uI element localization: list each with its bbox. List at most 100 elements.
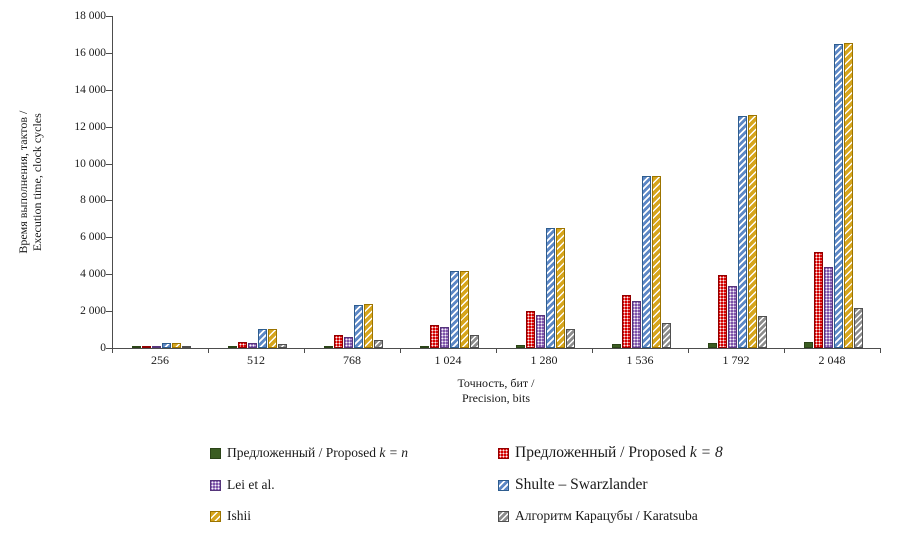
bar-1-3 [429,325,439,348]
bar-2-1 [247,343,257,348]
legend-label-proposed-k-n: Предложенный / Proposed k = n [227,445,408,460]
y-axis-title-line1: Время выполнения, тактов / [15,110,30,254]
y-tick-label: 8 000 [80,194,106,207]
bar-0-0 [131,346,141,348]
legend-label-lei: Lei et al. [227,477,275,492]
bar-3-5 [641,176,651,348]
legend-item-proposed-k-n: Предложенный / Proposed k = n [210,444,498,462]
y-tick-label: 0 [100,342,106,354]
x-tick-label: 1 280 [530,353,558,367]
bar-0-7 [803,342,813,348]
bar-3-3 [449,271,459,348]
bar-5-3 [469,335,479,348]
bar-group [209,16,305,348]
x-tick-label: 768 [343,353,361,367]
bar-4-6 [747,115,757,348]
bar-2-4 [535,315,545,348]
bar-0-5 [611,344,621,348]
bar-2-5 [631,301,641,348]
bar-group [593,16,689,348]
bar-5-2 [373,340,383,348]
bar-0-2 [323,346,333,348]
bar-group [689,16,785,348]
legend-marker-proposed-k-n-icon [210,447,221,459]
legend-marker-karatsuba-icon [498,510,509,522]
bar-4-0 [171,343,181,348]
bar-4-3 [459,271,469,348]
x-tick-label: 512 [247,353,265,367]
legend-label-karatsuba: Алгоритм Карацубы / Karatsuba [515,508,698,523]
bar-3-2 [353,305,363,348]
bar-3-1 [257,329,267,348]
legend: Предложенный / Proposed k = n Предложенн… [210,444,723,524]
bar-1-2 [333,335,343,348]
y-tick-label: 14 000 [74,83,106,96]
bar-group [305,16,401,348]
legend-marker-ishii-icon [210,510,221,522]
bar-group [497,16,593,348]
bar-2-3 [439,327,449,348]
y-tick-label: 6 000 [80,231,106,244]
x-tick-label: 256 [151,353,169,367]
bar-4-1 [267,329,277,348]
bar-5-5 [661,323,671,348]
legend-marker-lei-icon [210,479,221,491]
bar-3-7 [833,44,843,348]
bar-1-4 [525,311,535,348]
bar-5-1 [277,344,287,348]
legend-label-ishii: Ishii [227,508,252,523]
y-tick-label: 2 000 [80,305,106,318]
bar-4-2 [363,304,373,348]
bar-3-6 [737,116,747,348]
bar-4-4 [555,228,565,348]
x-tick-label: 1 792 [722,353,750,367]
bar-5-7 [853,308,863,348]
y-tick-label: 16 000 [74,46,106,59]
x-axis-labels: 256 512 768 1 024 1 280 1 536 1 792 2 048 [112,353,880,368]
bar-0-1 [227,346,237,348]
y-tick-label: 10 000 [74,157,106,170]
x-tick-label: 1 536 [626,353,654,367]
bar-4-5 [651,176,661,348]
bar-2-6 [727,286,737,348]
bar-3-0 [161,343,171,348]
bar-group [113,16,209,348]
x-tick-mark [880,349,881,353]
y-axis-title-line2: Execution time, clock cycles [30,113,44,252]
bar-1-6 [717,275,727,348]
bar-1-5 [621,295,631,348]
bar-2-0 [151,346,161,348]
bar-1-7 [813,252,823,348]
y-tick-label: 12 000 [74,120,106,133]
bar-5-0 [181,346,191,348]
bar-1-1 [237,342,247,348]
plot-area [112,16,881,349]
bar-3-4 [545,228,555,348]
y-axis-title: Время выполнения, тактов / Execution tim… [16,16,44,348]
bar-1-0 [141,346,151,348]
x-tick-label: 1 024 [434,353,462,367]
y-tick-label: 18 000 [74,10,106,22]
bar-5-6 [757,316,767,348]
legend-item-lei: Lei et al. [210,476,498,494]
bar-2-2 [343,337,353,348]
legend-marker-shulte-swarzlander-icon [498,479,509,491]
x-axis-title-line1: Точность, бит / [457,376,535,390]
x-tick-label: 2 048 [818,353,846,367]
bar-4-7 [843,43,853,348]
legend-label-shulte-swarzlander: Shulte – Swarzlander [515,476,648,493]
bar-group [785,16,881,348]
bar-5-4 [565,329,575,348]
legend-item-proposed-k-8: Предложенный / Proposed k = 8 [498,444,723,462]
bar-0-3 [419,346,429,348]
bar-0-6 [707,343,717,348]
legend-item-ishii: Ishii [210,508,498,524]
legend-marker-proposed-k-8-icon [498,447,509,459]
bar-0-4 [515,345,525,348]
legend-label-proposed-k-8: Предложенный / Proposed k = 8 [515,444,723,461]
bar-2-7 [823,267,833,348]
x-axis-title-line2: Precision, bits [462,391,530,405]
legend-item-karatsuba: Алгоритм Карацубы / Karatsuba [498,508,723,524]
x-axis-title: Точность, бит / Precision, bits [112,376,880,406]
